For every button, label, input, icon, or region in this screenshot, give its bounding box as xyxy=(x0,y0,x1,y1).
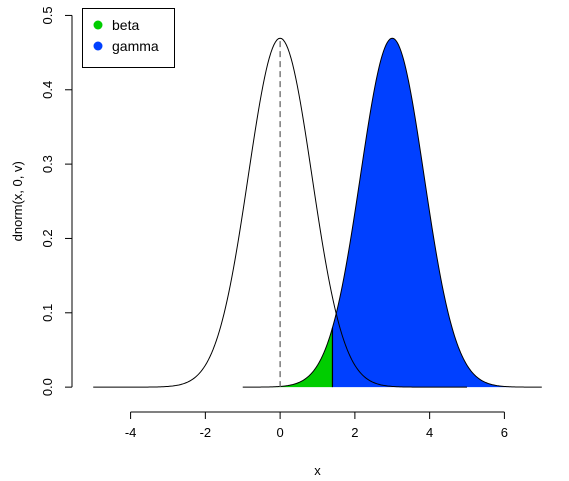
legend-marker-gamma xyxy=(94,42,103,51)
x-tick-label: 4 xyxy=(426,425,433,440)
legend-marker-beta xyxy=(94,21,103,30)
series-areas xyxy=(243,38,542,387)
x-axis-title: x xyxy=(314,463,321,478)
x-tick-label: -4 xyxy=(125,425,137,440)
area-gamma xyxy=(332,38,541,387)
y-tick-label: 0.2 xyxy=(40,229,55,247)
y-tick-label: 0.0 xyxy=(40,378,55,396)
series-lines xyxy=(93,38,542,387)
x-tick-label: 6 xyxy=(501,425,508,440)
y-tick-label: 0.1 xyxy=(40,304,55,322)
area-beta xyxy=(243,328,333,387)
x-tick-label: 0 xyxy=(277,425,284,440)
y-tick-label: 0.5 xyxy=(40,6,55,24)
x-tick-label: -2 xyxy=(200,425,212,440)
legend-label-gamma: gamma xyxy=(112,38,159,54)
y-axis-title: dnorm(x, 0, v) xyxy=(10,161,25,241)
y-tick-label: 0.4 xyxy=(40,81,55,99)
annotations xyxy=(280,38,332,387)
legend-label-beta: beta xyxy=(112,17,139,33)
x-tick-label: 2 xyxy=(351,425,358,440)
legend: beta gamma xyxy=(83,9,175,68)
y-tick-label: 0.3 xyxy=(40,155,55,173)
